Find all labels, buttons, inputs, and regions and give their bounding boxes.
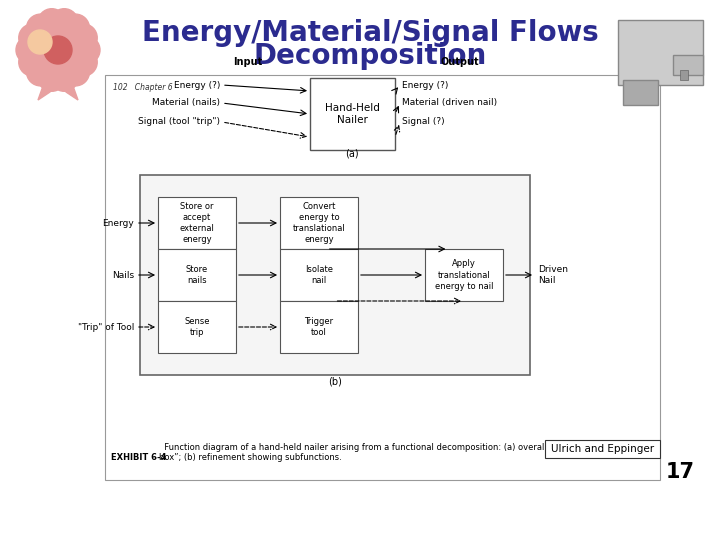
Text: Signal (tool "trip"): Signal (tool "trip") — [138, 118, 220, 126]
Text: Function diagram of a hand-held nailer arising from a functional decomposition: : Function diagram of a hand-held nailer a… — [159, 443, 576, 462]
Text: Apply
translational
energy to nail: Apply translational energy to nail — [435, 259, 493, 291]
Text: Isolate
nail: Isolate nail — [305, 265, 333, 285]
Bar — [105, 75, 660, 480]
Circle shape — [61, 14, 89, 42]
Circle shape — [72, 36, 100, 64]
Circle shape — [69, 48, 97, 76]
Text: Driven
Nail: Driven Nail — [538, 265, 568, 285]
Text: Nails: Nails — [112, 271, 134, 280]
Text: Signal (?): Signal (?) — [402, 118, 445, 126]
Text: 102   Chapter 6: 102 Chapter 6 — [113, 83, 173, 92]
Circle shape — [27, 14, 55, 42]
Text: Material (nails): Material (nails) — [152, 98, 220, 107]
Circle shape — [19, 48, 47, 76]
Text: Store or
accept
external
energy: Store or accept external energy — [179, 202, 215, 244]
Bar — [158, 197, 236, 249]
Bar — [280, 249, 358, 301]
Text: 17: 17 — [665, 462, 695, 482]
Text: (a): (a) — [345, 149, 359, 159]
Text: (b): (b) — [328, 377, 342, 387]
Circle shape — [37, 63, 66, 91]
Circle shape — [37, 9, 66, 37]
Circle shape — [44, 36, 72, 64]
Text: Energy (?): Energy (?) — [402, 80, 449, 90]
Text: Hand-Held
Nailer: Hand-Held Nailer — [325, 103, 380, 125]
Text: Convert
energy to
translational
energy: Convert energy to translational energy — [292, 202, 346, 244]
Bar — [425, 249, 503, 301]
Text: EXHIBIT 6-4: EXHIBIT 6-4 — [111, 453, 166, 462]
Circle shape — [69, 24, 97, 52]
Bar — [140, 175, 530, 375]
Text: Energy/Material/Signal Flows: Energy/Material/Signal Flows — [142, 19, 598, 47]
Circle shape — [50, 63, 78, 91]
Bar — [158, 301, 236, 353]
Circle shape — [61, 58, 89, 86]
Text: Material (driven nail): Material (driven nail) — [402, 98, 497, 107]
Text: Energy: Energy — [102, 219, 134, 227]
Bar — [623, 80, 658, 105]
Bar — [158, 249, 236, 301]
Circle shape — [50, 9, 78, 37]
Text: "Trip" of Tool: "Trip" of Tool — [78, 322, 134, 332]
Bar — [680, 70, 688, 80]
Bar — [310, 78, 395, 150]
Text: Ulrich and Eppinger: Ulrich and Eppinger — [551, 444, 654, 454]
Bar — [673, 55, 703, 75]
Circle shape — [16, 36, 44, 64]
Circle shape — [19, 24, 47, 52]
Bar — [280, 197, 358, 249]
Bar — [545, 440, 660, 458]
Circle shape — [36, 28, 80, 72]
Circle shape — [28, 30, 52, 54]
Bar — [618, 20, 703, 85]
Text: Input: Input — [233, 57, 263, 67]
Bar — [280, 301, 358, 353]
Text: Energy (?): Energy (?) — [174, 80, 220, 90]
Text: Output: Output — [441, 57, 480, 67]
Polygon shape — [38, 72, 78, 100]
Text: Decomposition: Decomposition — [253, 42, 487, 70]
Text: Trigger
tool: Trigger tool — [305, 317, 333, 337]
Text: Store
nails: Store nails — [186, 265, 208, 285]
Text: Sense
trip: Sense trip — [184, 317, 210, 337]
Circle shape — [27, 58, 55, 86]
